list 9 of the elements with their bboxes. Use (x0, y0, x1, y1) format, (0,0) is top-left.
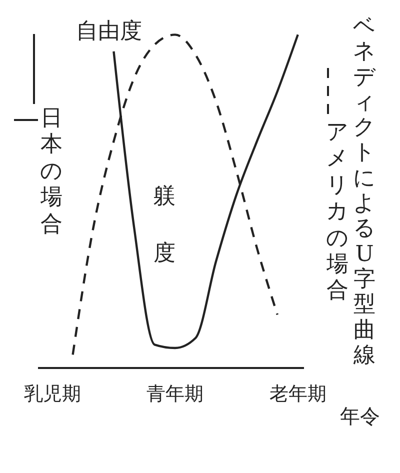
x-axis-title: 年令 (340, 403, 380, 430)
y-axis-title: 自由度 (76, 18, 142, 46)
x-tick-label: 青年期 (146, 383, 204, 405)
legend-label: 日本の場合 (40, 106, 64, 238)
text: アメリカの場合 (326, 120, 350, 305)
x-tick-label: 乳児期 (24, 383, 81, 405)
text: 躾度 (154, 184, 176, 266)
chart-title: ベネディクトによるU字型曲線 (353, 14, 376, 368)
x-tick-label: 老年期 (269, 383, 326, 405)
